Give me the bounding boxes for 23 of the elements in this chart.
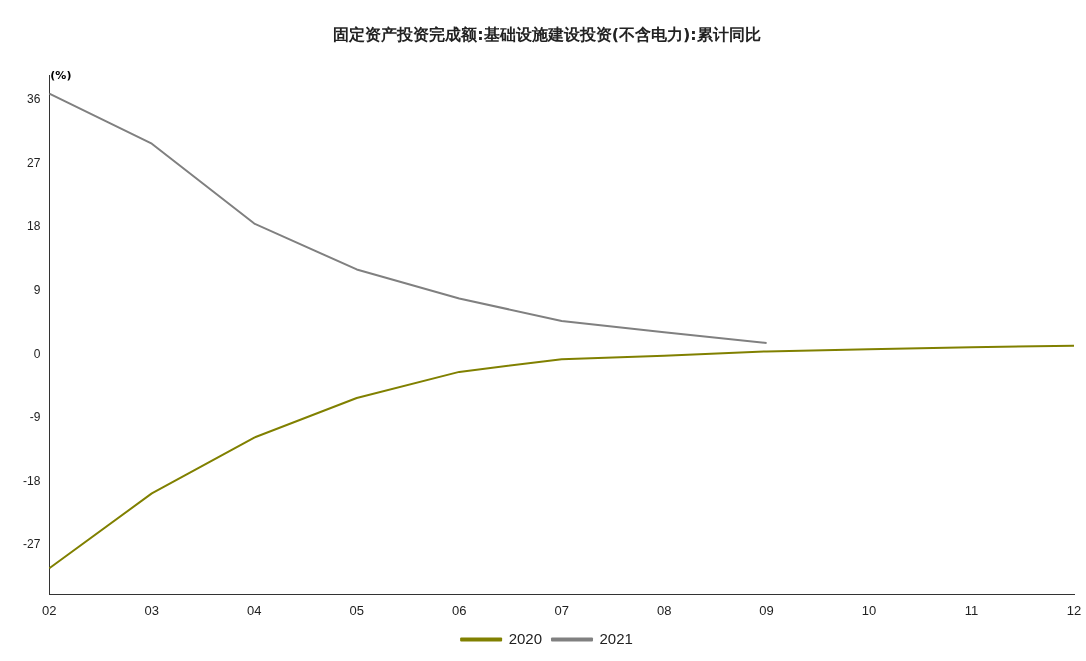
y-tick-label: -18 xyxy=(23,473,41,488)
y-tick-label: 18 xyxy=(26,219,41,234)
x-tick-label: 04 xyxy=(247,602,262,618)
y-tick-label: 36 xyxy=(26,92,41,107)
x-tick-label: 07 xyxy=(554,602,569,618)
x-tick-label: 10 xyxy=(861,602,877,618)
x-tick-label: 09 xyxy=(759,602,774,618)
x-tick-label: 06 xyxy=(451,602,467,618)
y-axis-title: (%) xyxy=(50,68,72,82)
x-tick-label: 08 xyxy=(656,602,672,618)
y-tick-label: 27 xyxy=(26,155,41,170)
legend-label: 2020 xyxy=(508,629,543,647)
x-tick-label: 05 xyxy=(349,602,364,618)
y-tick-label: -27 xyxy=(23,537,41,552)
x-tick-label: 02 xyxy=(42,602,57,618)
y-tick-label: 0 xyxy=(33,346,41,361)
legend-label: 2021 xyxy=(599,629,633,647)
y-tick-label: -9 xyxy=(29,410,41,425)
y-tick-label: 9 xyxy=(33,282,41,297)
x-tick-label: 12 xyxy=(1066,602,1082,618)
chart-title: 固定资产投资完成额:基础设施建设投资(不含电力):累计同比 xyxy=(333,24,761,44)
x-tick-label: 11 xyxy=(964,602,979,618)
x-tick-label: 03 xyxy=(144,602,160,618)
